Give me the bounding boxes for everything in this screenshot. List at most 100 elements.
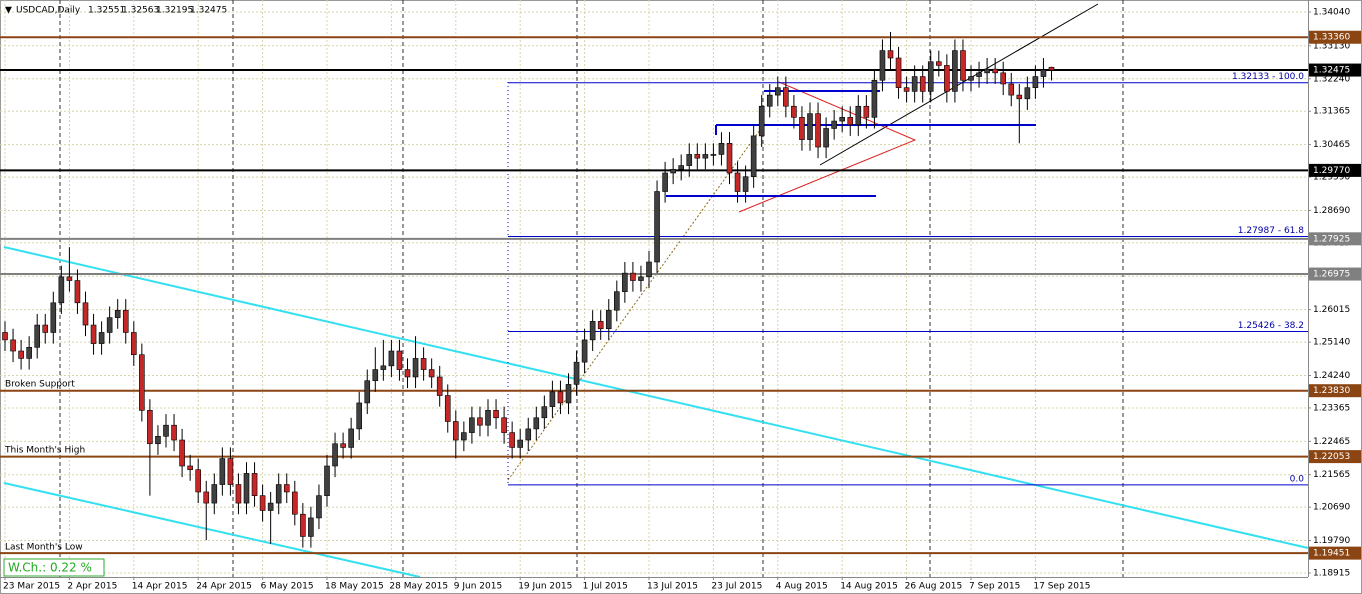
candle-body [597,321,604,330]
drawings [3,3,1309,578]
candle-body [66,276,73,281]
candle-body [316,495,322,519]
candle-body [613,291,620,311]
price-box-label: 1.19451 [1313,549,1350,559]
candle-body [171,424,177,441]
candle-body [1032,76,1039,88]
candle-body [783,87,789,107]
y-tick-label: 1.32240 [1313,74,1350,84]
y-tick-label: 1.20690 [1313,503,1350,513]
candle-body [324,465,330,496]
candle-body [275,484,282,504]
candle-body [734,172,741,192]
price-box-label: 1.29770 [1313,166,1350,176]
candle-body [565,384,572,404]
candle-body [428,369,435,378]
annotation: Broken Support [5,380,75,390]
candle-body [98,332,105,344]
price-box [1309,267,1361,281]
channel-line [3,246,1309,549]
candle-body [654,191,660,263]
candle-body [686,154,693,166]
candle-body [348,428,354,448]
candle-body [211,484,218,504]
candle-body [1008,83,1015,96]
candle-body [267,502,274,511]
y-tick-label: 1.30465 [1313,140,1350,150]
candle-body [34,324,41,348]
candle-body [742,176,749,192]
x-tick-label: 24 Apr 2015 [196,582,252,592]
candle-body [106,317,113,333]
y-tick-label: 1.22465 [1313,437,1350,447]
price-box [1309,384,1361,398]
candle-body [968,76,974,81]
candle-body [50,302,57,333]
candle-body [791,105,797,118]
annotation: This Month's High [4,446,85,456]
candle-body [404,369,411,378]
candle-body [799,117,805,140]
candle-body [1048,66,1055,71]
price-box-label: 1.22053 [1313,452,1350,462]
candle-body [750,135,757,177]
price-box-label: 1.26975 [1313,270,1350,280]
candle-body [139,354,145,411]
y-tick-label: 1.33130 [1313,41,1350,51]
candle-body [589,321,596,341]
candle-body [895,57,902,88]
candle-body [122,309,129,333]
candle-body [179,439,185,467]
candle-body [163,424,169,437]
x-tick-label: 17 Sep 2015 [1033,582,1090,592]
candle-body [493,410,499,419]
menu-arrow[interactable]: ▼ [5,6,12,16]
candle-body [412,358,419,378]
candle-body [356,402,363,430]
candle-body [694,154,701,159]
candle-body [308,517,314,537]
candle-body [1016,94,1023,100]
candle-body [992,68,998,74]
grid [0,0,1308,577]
candle-body [82,302,89,326]
candle-body [541,406,548,419]
channel-line [3,482,421,578]
candle-body [670,168,676,174]
y-tick-label: 1.28690 [1313,206,1350,216]
candle-body [1000,72,1007,85]
ohlc-open: 1.32551 [88,6,125,16]
candle-body [380,365,387,370]
candle-body [927,61,934,92]
ohlc-high: 1.32563 [122,6,159,16]
candle-body [147,410,153,445]
trend-line [819,3,1099,166]
x-tick-label: 23 Mar 2015 [3,582,60,592]
axis: 1.34040 1.33130 1.32240 1.31365 1.30465 1.295… [3,8,1361,592]
x-tick-label: 13 Jul 2015 [647,582,698,592]
candle-body [935,61,942,66]
candle-body [855,105,862,126]
candle-body [847,117,854,126]
x-tick-label: 7 Sep 2015 [969,582,1020,592]
candle-body [18,350,24,359]
candle-body [911,76,918,92]
price-box [1309,63,1361,77]
y-tick-label: 1.26015 [1313,305,1350,315]
y-tick-label: 1.18915 [1313,568,1350,578]
candle-body [662,172,668,192]
candle-body [766,94,773,107]
price-box [1309,546,1361,560]
candle-body [630,272,636,281]
x-tick-label: 2 Apr 2015 [67,582,117,592]
x-tick-label: 28 May 2015 [389,582,448,592]
candle-body [396,350,403,370]
ohlc-low: 1.32195 [156,6,193,16]
x-tick-label: 14 Apr 2015 [132,582,188,592]
candle-body [131,332,137,356]
candle-body [646,261,652,278]
candle-body [1040,69,1047,77]
y-tick-label: 1.34040 [1313,8,1350,18]
